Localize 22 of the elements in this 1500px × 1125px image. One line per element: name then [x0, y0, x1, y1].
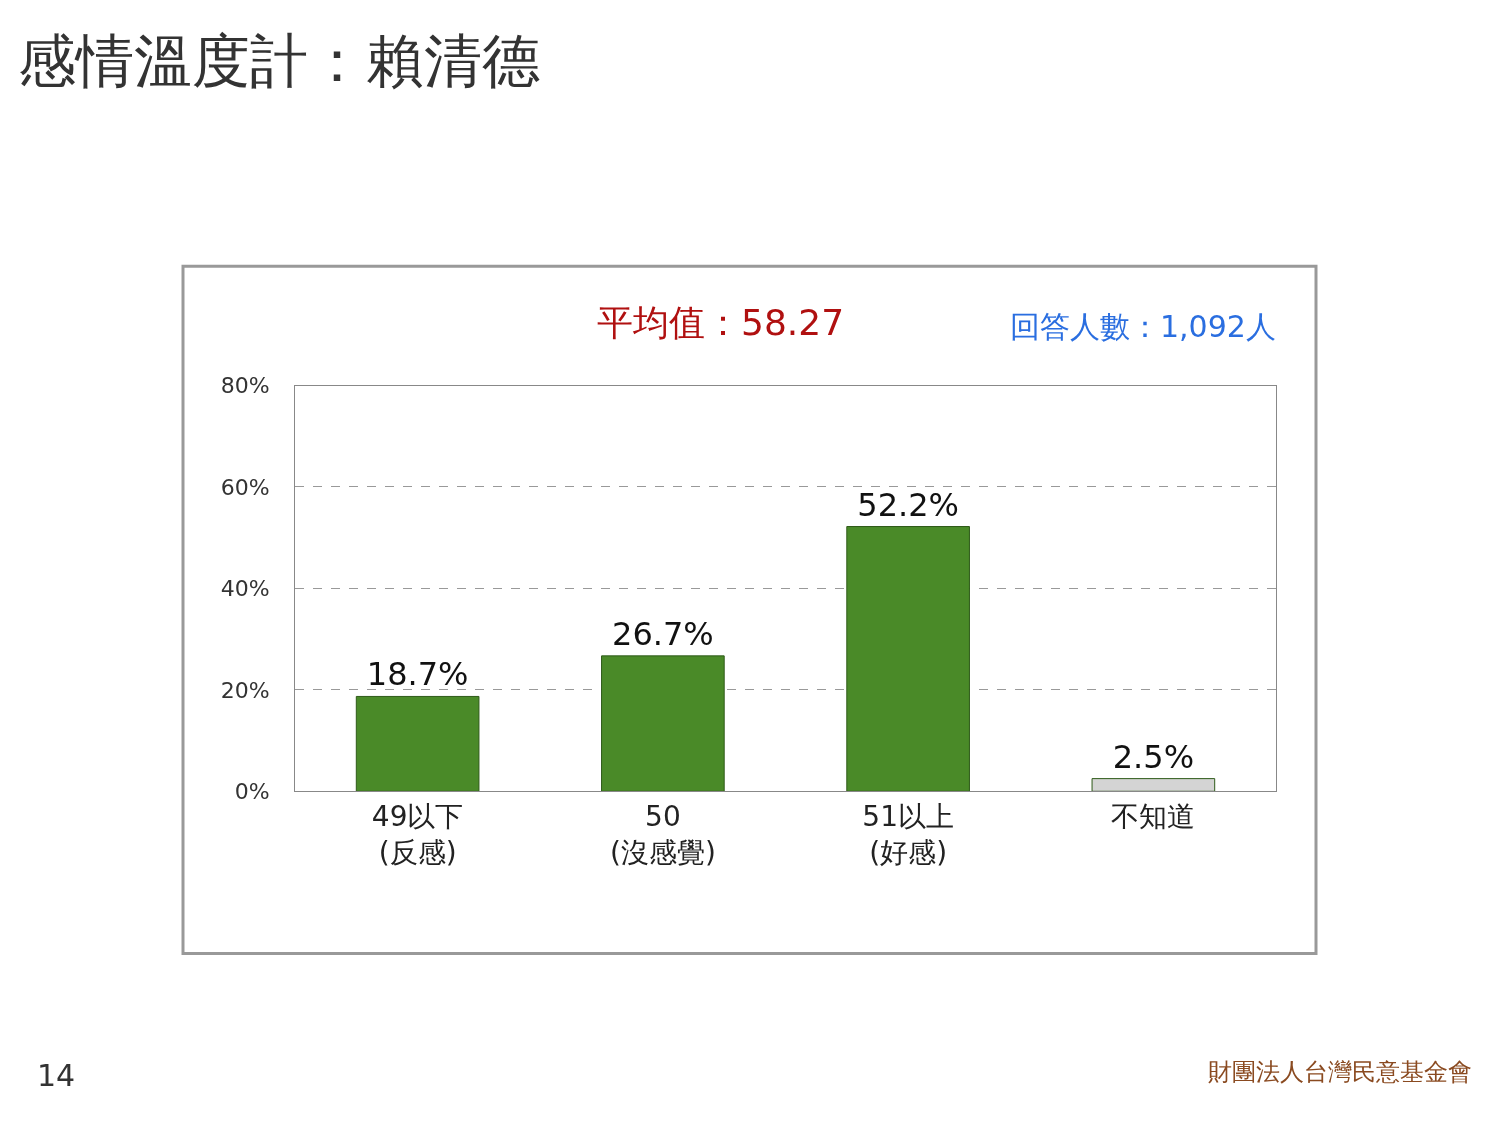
- data-label: 2.5%: [1112, 737, 1195, 776]
- y-tick-label: 80%: [220, 373, 270, 399]
- y-tick-label: 40%: [220, 576, 270, 602]
- chart-title: 感情溫度計：賴清德: [18, 26, 540, 95]
- bar: [1091, 778, 1216, 792]
- data-label: 18.7%: [366, 655, 469, 694]
- bar: [846, 526, 970, 792]
- bar: [355, 695, 480, 792]
- y-tick-label: 60%: [220, 474, 270, 500]
- bar: [601, 655, 725, 792]
- text: 平均值：58.27: [597, 302, 845, 343]
- y-tick-label: 0%: [234, 778, 270, 804]
- data-label: 26.7%: [612, 614, 714, 653]
- text: 回答人數：1,092人: [1010, 309, 1276, 344]
- y-tick-label: 20%: [220, 677, 270, 703]
- text: 14: [37, 1058, 76, 1093]
- x-tick-label: 49以下 (反感): [371, 799, 464, 870]
- x-tick-label: 不知道: [1111, 799, 1196, 833]
- data-label: 52.2%: [857, 485, 959, 524]
- text: 財團法人台灣民意基金會: [1208, 1058, 1472, 1086]
- x-tick-label: 50 (沒感覺): [609, 799, 716, 870]
- x-tick-label: 51以上 (好感): [862, 799, 954, 870]
